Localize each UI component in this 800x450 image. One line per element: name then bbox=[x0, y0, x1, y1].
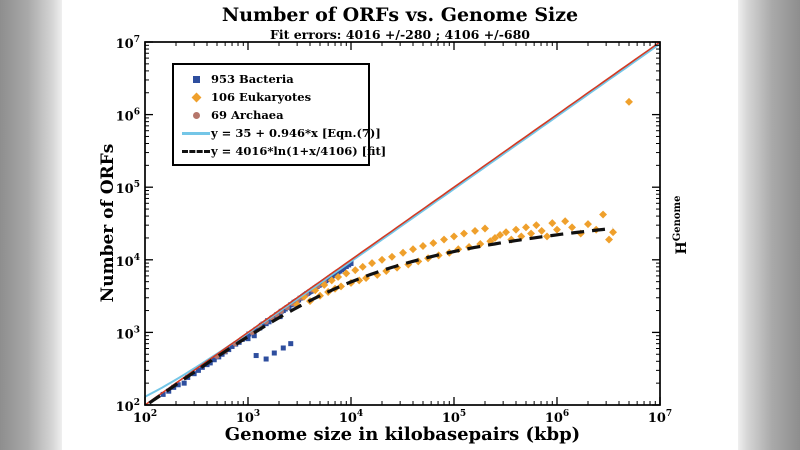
right-gradient-border bbox=[738, 0, 800, 450]
legend-item-eqn7-line: y = 35 + 0.946*x [Eqn.(7)] bbox=[181, 124, 381, 142]
y-axis-label: Number of ORFs bbox=[98, 143, 118, 303]
axis-ticks bbox=[144, 41, 661, 406]
svg-text:104: 104 bbox=[116, 253, 140, 270]
dashed-line-icon bbox=[181, 149, 211, 153]
legend-label: 69 Archaea bbox=[211, 108, 284, 122]
left-gradient-border bbox=[0, 0, 62, 450]
bacteria-square-icon bbox=[181, 75, 211, 83]
legend-label: y = 4016*ln(1+x/4106) [fit] bbox=[211, 144, 387, 158]
legend-label: 953 Bacteria bbox=[211, 72, 294, 86]
legend-box: 953 Bacteria 106 Eukaryotes 69 Archaea y… bbox=[172, 63, 386, 166]
solid-line-icon bbox=[181, 131, 211, 135]
chart-title: Number of ORFs vs. Genome Size bbox=[221, 4, 579, 26]
series-106-eukaryotes bbox=[293, 97, 633, 309]
legend-item-eukaryotes: 106 Eukaryotes bbox=[181, 88, 361, 106]
svg-text:103: 103 bbox=[116, 325, 140, 342]
right-label-superscript: Genome bbox=[672, 195, 684, 242]
chart-subtitle: Fit errors: 4016 +/-280 ; 4106 +/-680 bbox=[269, 27, 531, 42]
svg-text:105: 105 bbox=[116, 180, 140, 197]
eukaryote-diamond-icon bbox=[181, 92, 211, 102]
legend-item-archaea: 69 Archaea bbox=[181, 106, 361, 124]
archaea-circle-icon bbox=[181, 111, 211, 119]
fit-lines bbox=[144, 41, 661, 406]
legend-label: y = 35 + 0.946*x [Eqn.(7)] bbox=[211, 126, 381, 140]
right-label-base: H bbox=[673, 241, 690, 255]
legend-item-bacteria: 953 Bacteria bbox=[181, 70, 361, 88]
right-side-label: HGenome bbox=[672, 195, 690, 254]
legend-label: 106 Eukaryotes bbox=[211, 90, 312, 104]
svg-text:106: 106 bbox=[116, 108, 140, 125]
plot-border bbox=[144, 41, 661, 406]
legend-item-log-fit: y = 4016*ln(1+x/4106) [fit] bbox=[181, 142, 386, 160]
x-axis-label: Genome size in kilobasepairs (kbp) bbox=[224, 424, 581, 445]
